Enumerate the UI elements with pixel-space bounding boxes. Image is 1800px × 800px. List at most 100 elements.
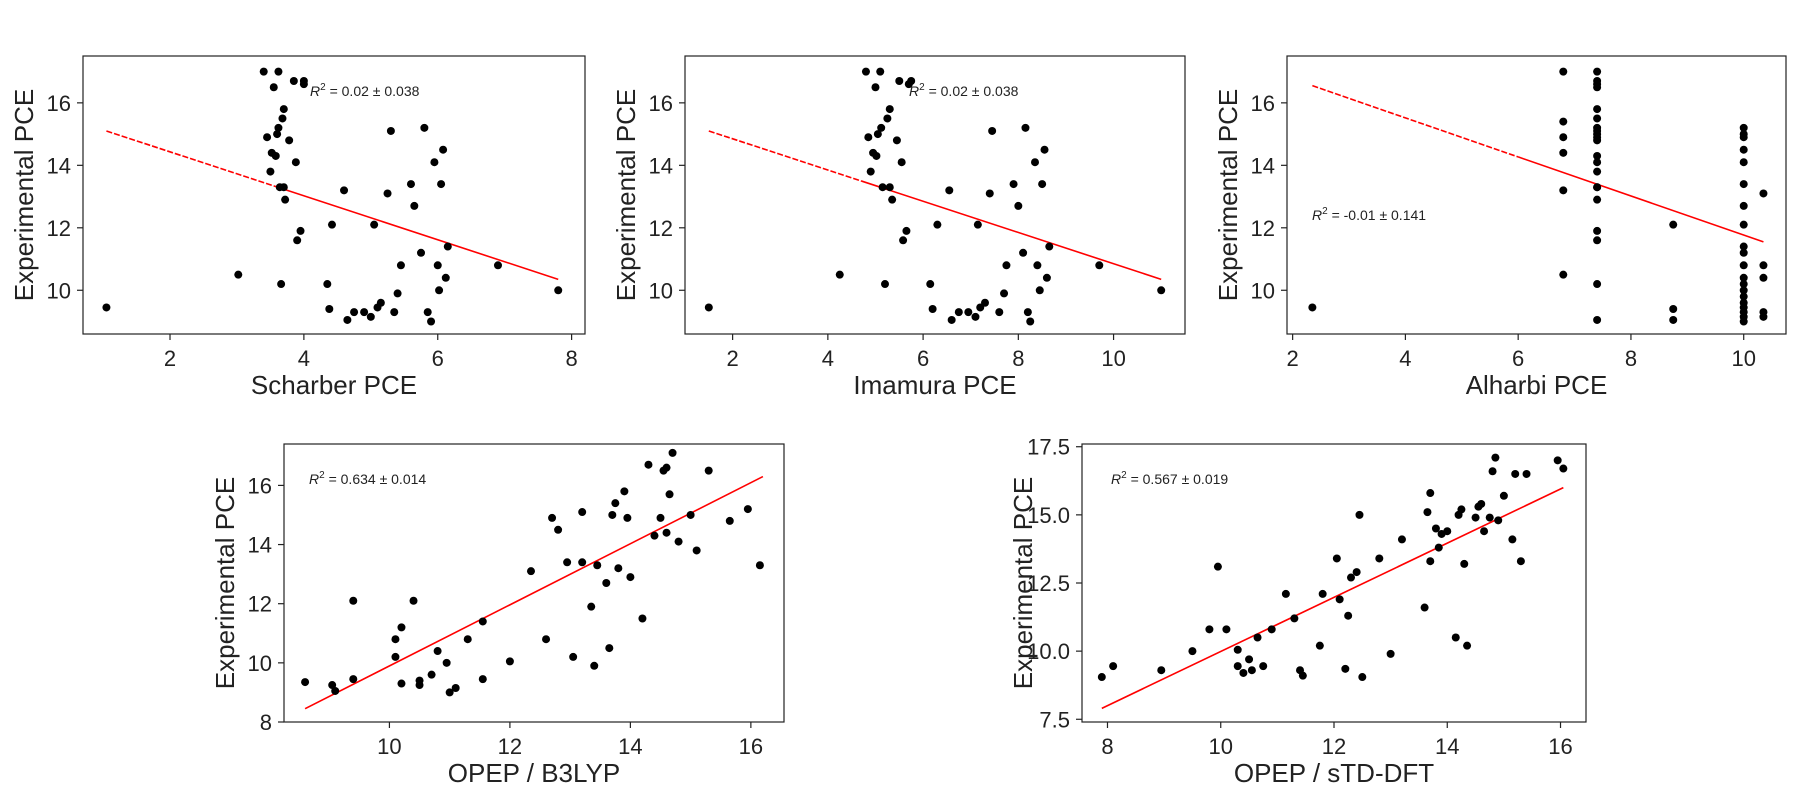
x-tick-label: 16 (1548, 734, 1572, 759)
data-point (1593, 195, 1602, 204)
data-point (1021, 123, 1030, 132)
data-point (569, 652, 578, 661)
data-point (1593, 80, 1602, 89)
data-point (1559, 117, 1568, 126)
x-tick-label: 4 (298, 346, 310, 371)
r-squared-annotation: R2 = 0.02 ± 0.038 (310, 82, 420, 99)
data-point (397, 679, 406, 688)
x-tick-label: 8 (1625, 346, 1637, 371)
data-point (327, 220, 336, 229)
data-point (885, 105, 894, 114)
data-point (1739, 180, 1748, 189)
x-axis-label: OPEP / sTD-DFT (1234, 758, 1434, 788)
data-point (1397, 535, 1406, 544)
data-point (1038, 180, 1047, 189)
data-point (1759, 312, 1768, 321)
data-point (1157, 286, 1166, 295)
data-point (981, 298, 989, 307)
data-point (1443, 527, 1452, 536)
data-point (234, 270, 243, 279)
y-axis-label: Experimental PCE (9, 89, 39, 301)
scatter-panel-4: 10 12 14 16 8 10 12 14 16 OPEP / B3LYP Experimenta… (210, 443, 785, 788)
data-point (877, 123, 886, 132)
y-tick-label: 14 (649, 153, 673, 178)
data-point (445, 688, 454, 697)
data-point (1222, 625, 1231, 634)
data-point (1352, 568, 1361, 577)
data-point (383, 189, 392, 198)
data-point (1488, 467, 1497, 476)
y-axis-label: Experimental PCE (210, 477, 240, 689)
data-point (451, 683, 460, 692)
y-tick-label: 16 (47, 91, 71, 116)
data-point (1593, 67, 1602, 76)
data-point (433, 647, 442, 656)
data-point (548, 513, 557, 522)
data-point (1739, 286, 1748, 295)
x-tick-label: 16 (739, 734, 763, 759)
data-point (674, 537, 683, 546)
data-point (933, 220, 942, 229)
data-point (1739, 280, 1748, 289)
data-point (1000, 289, 1009, 298)
data-point (1471, 513, 1480, 522)
fit-line (276, 186, 559, 281)
r-squared-annotation: R2 = 0.634 ± 0.014 (309, 470, 426, 487)
data-point (296, 226, 305, 235)
r-squared-annotation: R2 = -0.01 ± 0.141 (1312, 206, 1426, 223)
x-tick-label: 8 (565, 346, 577, 371)
data-point (463, 635, 472, 644)
x-tick-label: 6 (432, 346, 444, 371)
data-point (391, 652, 400, 661)
data-point (390, 308, 399, 317)
data-point (725, 516, 734, 525)
plot-frame (283, 443, 785, 723)
data-point (435, 286, 444, 295)
data-point (1318, 589, 1327, 598)
data-point (1290, 614, 1299, 623)
data-point (301, 678, 310, 687)
y-axis-label: Experimental PCE (1008, 477, 1038, 689)
data-point (881, 280, 889, 289)
data-point (662, 528, 671, 537)
data-point (620, 487, 629, 496)
data-point (277, 280, 286, 289)
data-point (563, 558, 572, 567)
data-point (433, 261, 442, 270)
scatter-panel-2: 2 4 6 8 10 10 12 14 16 Imamura PCE Experimental PC… (611, 55, 1186, 400)
data-point (430, 158, 439, 167)
scatter-panel-5: 8 10 12 14 16 7.5 10.0 12.5 15.0 17.5 OPEP / sTD-D… (1008, 435, 1587, 788)
data-point (1457, 505, 1466, 514)
r2-value: = 0.634 ± 0.014 (325, 471, 427, 487)
x-tick-label: 4 (822, 346, 834, 371)
data-point (325, 305, 334, 314)
y-tick-label: 10 (248, 651, 272, 676)
data-point (1499, 491, 1508, 500)
x-tick-label: 6 (917, 346, 929, 371)
data-point (885, 183, 894, 192)
r2-superscript: 2 (1121, 470, 1127, 481)
data-point (1002, 261, 1011, 270)
data-point (443, 242, 452, 251)
y-tick-label: 12 (1251, 216, 1275, 241)
data-point (1739, 220, 1748, 229)
data-point (878, 183, 887, 192)
x-axis-label: Alharbi PCE (1466, 370, 1608, 400)
data-point (279, 105, 288, 114)
data-point (291, 158, 300, 167)
data-point (926, 280, 935, 289)
data-point (1233, 645, 1242, 654)
data-point (1511, 469, 1520, 478)
data-point (427, 317, 436, 326)
data-point (623, 513, 632, 522)
data-point (1559, 270, 1568, 279)
data-point (554, 525, 563, 534)
data-point (420, 123, 429, 132)
data-point (973, 220, 982, 229)
data-point (279, 183, 288, 192)
data-point (1508, 535, 1517, 544)
data-point (1423, 508, 1432, 517)
data-point (1451, 633, 1460, 642)
data-point (493, 261, 502, 270)
data-point (650, 531, 659, 540)
